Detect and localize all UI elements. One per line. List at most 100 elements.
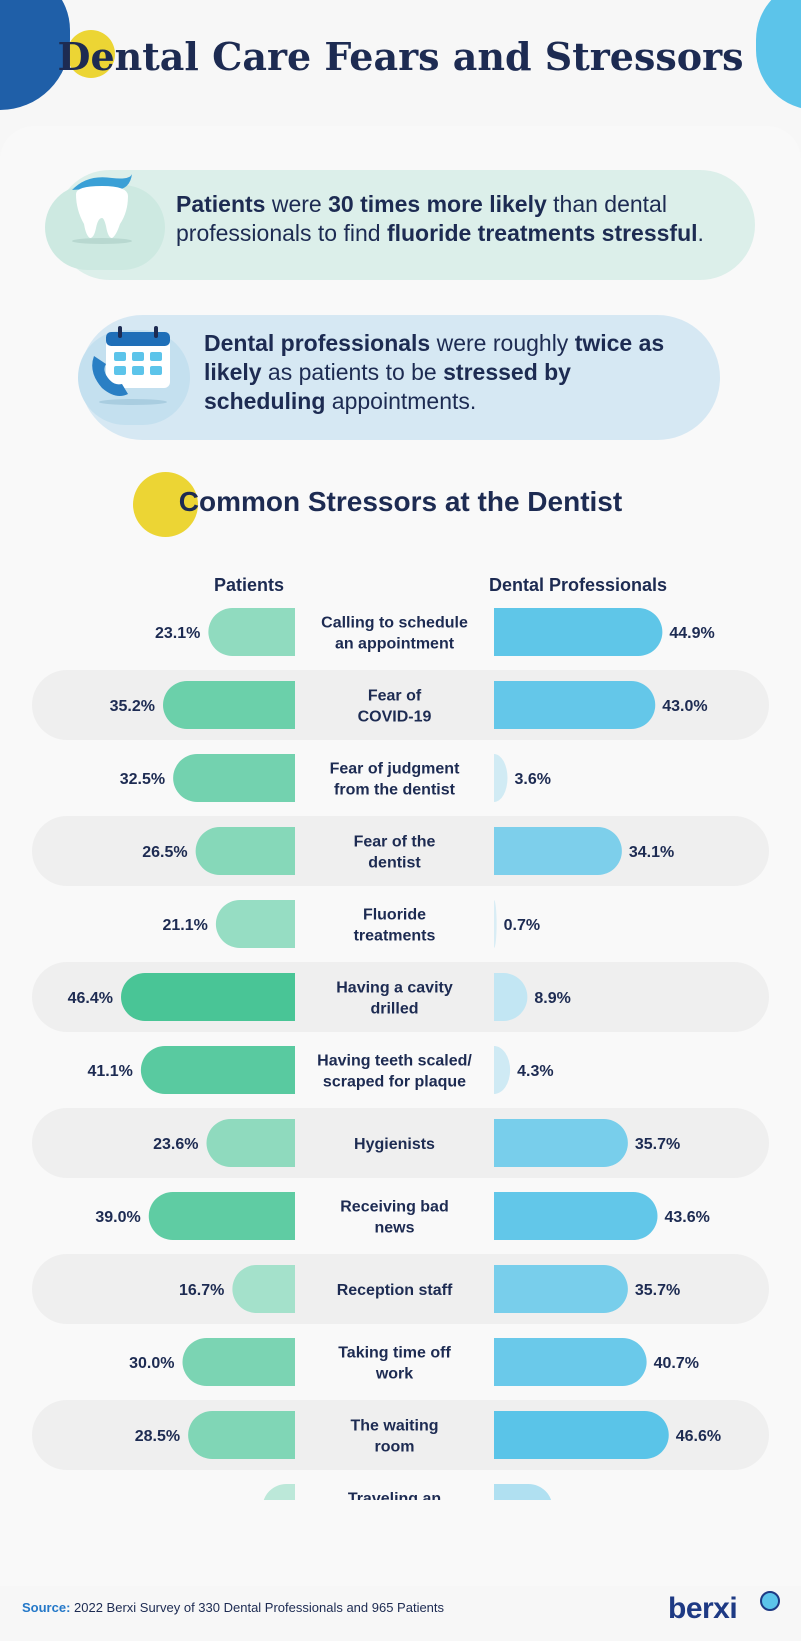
category-label: work [375,1366,413,1383]
pros-bar [494,900,497,948]
pros-bar [494,1411,669,1459]
patients-value-label: 23.1% [155,625,200,642]
pros-bar [494,973,528,1021]
calendar-phone-icon [92,326,170,405]
patients-value-label: 26.5% [142,844,187,861]
legend-patients: Patients [214,575,285,595]
stat-1-part-3: as patients to be [261,359,444,385]
pros-value-label: 4.3% [517,1063,553,1080]
pros-bar [494,681,656,729]
stat-callout-fluoride [55,170,755,280]
category-label: COVID-19 [358,709,432,726]
category-label: Taking time off [338,1345,451,1362]
category-label: Having a cavity [336,980,453,997]
stat-1-part-5: appointments. [325,388,477,414]
patients-bar [263,1484,295,1500]
patients-value-label: 46.4% [68,990,113,1007]
pros-value-label: 35.7% [635,1136,680,1153]
patients-bar [140,1046,295,1094]
pros-value-label: 35.7% [635,1282,680,1299]
legend-dental-professionals: Dental Professionals [489,575,668,595]
pros-value-label: 8.9% [534,990,570,1007]
pros-value-label: 3.6% [515,771,551,788]
patients-bar [148,1192,295,1240]
patients-bar [173,754,295,802]
category-label: an appointment [335,636,455,653]
stat-0-part-1: were [265,191,329,217]
patients-bar [188,1411,295,1459]
pros-bar [494,1192,658,1240]
patients-value-label: 28.5% [135,1428,180,1445]
category-label: news [374,1220,414,1237]
category-label: Receiving bad [340,1199,448,1216]
category-label: The waiting [351,1418,439,1435]
logo-mark-icon [760,1591,780,1611]
stat-1-part-2: twice as likely [204,330,665,385]
pros-value-label: 43.0% [662,698,707,715]
pros-value-label: 0.7% [504,917,540,934]
page-title: Dental Care Fears and Stressors [57,34,744,79]
stat-0-part-3: than dental professionals to find [176,191,667,246]
pros-bar [494,1046,511,1094]
pros-value-label: 46.6% [676,1428,721,1445]
patients-value-label: 16.7% [179,1282,224,1299]
patients-value-label: 41.1% [88,1063,133,1080]
berxi-logo: berxi [668,1592,738,1625]
patients-value-label: 32.5% [120,771,165,788]
pros-value-label: 40.7% [654,1355,699,1372]
category-label: Fluoride [363,907,426,924]
patients-value-label: 30.0% [129,1355,174,1372]
patients-value-label: 21.1% [163,917,208,934]
title-dot-decor [67,30,115,78]
pros-bar [494,1119,628,1167]
category-label: Traveling an [348,1491,441,1501]
category-label: dentist [368,855,421,872]
pros-value-label: 44.9% [669,625,714,642]
patients-bar [215,900,295,948]
pros-value-label: 43.6% [665,1209,710,1226]
patients-bar [206,1119,295,1167]
pros-bar [494,608,663,656]
pros-bar [494,1484,552,1500]
source-text: 2022 Berxi Survey of 330 Dental Professi… [70,1600,445,1615]
category-label: treatments [354,928,436,945]
section-dot-decor [133,472,198,537]
category-label: drilled [370,1001,418,1018]
stressor-chart: 23.1% 44.9% Calling to schedule an appointm… [32,608,769,1501]
category-label: room [375,1439,415,1456]
source-label: Source: [22,1600,71,1615]
section-title: Common Stressors at the Dentist [178,486,623,517]
patients-bar [182,1338,295,1386]
tooth-icon [72,174,132,244]
category-label: Having teeth scaled/ [317,1053,472,1070]
stat-1-part-0: Dental professionals [204,330,431,356]
patients-bar [163,681,295,729]
category-label: from the dentist [334,782,456,799]
pros-bar [494,1265,628,1313]
pros-bar [494,754,508,802]
stat-0-part-4: fluoride treatments stressful [386,220,698,246]
patients-value-label: 23.6% [153,1136,198,1153]
stat-1-part-1: were roughly [430,330,575,356]
category-label: scraped for plaque [323,1074,466,1091]
stat-1-part-4: stressed by scheduling [204,359,571,414]
source-note: Source: 2022 Berxi Survey of 330 Dental … [22,1600,444,1615]
patients-bar [232,1265,295,1313]
category-label: Fear of [368,688,422,705]
patients-value-label: 39.0% [95,1209,140,1226]
pros-bar [494,1338,647,1386]
category-label: Calling to schedule [321,615,468,632]
patients-value-label: 35.2% [110,698,155,715]
pros-bar [494,827,622,875]
category-label: Fear of judgment [330,761,460,778]
category-label: Fear of the [354,834,436,851]
stat-0-part-0: Patients [176,191,266,217]
pros-value-label: 34.1% [629,844,674,861]
patients-bar [121,973,295,1021]
stat-0-part-2: 30 times more likely [328,191,547,217]
patients-bar [208,608,295,656]
category-label: Hygienists [354,1136,435,1153]
category-label: Reception staff [337,1282,453,1299]
patients-bar [195,827,295,875]
stat-text-fluoride: Patients were 30 times more likely than … [176,190,746,248]
